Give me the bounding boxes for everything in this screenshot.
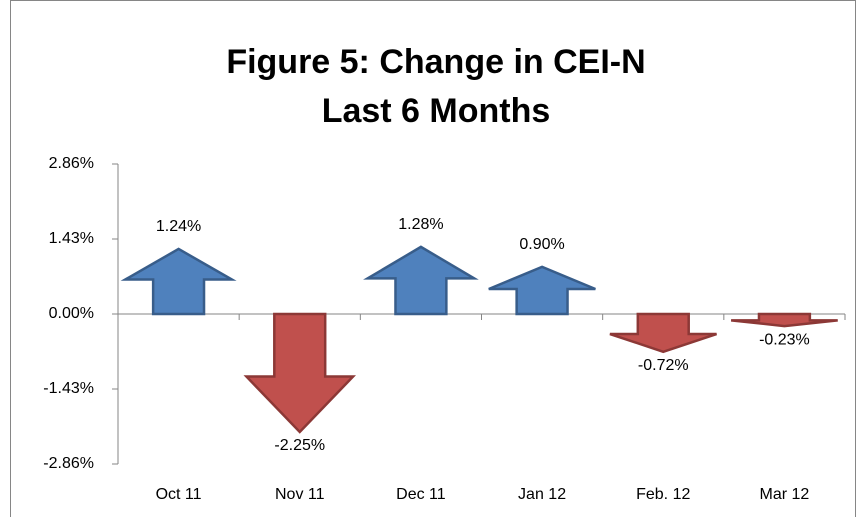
x-tick-label: Dec 11 bbox=[396, 486, 446, 503]
chart-title: Figure 5: Change in CEI-N bbox=[226, 43, 645, 81]
arrow bbox=[488, 265, 596, 316]
y-tick-label: 1.43% bbox=[49, 230, 94, 247]
x-tick-label: Jan 12 bbox=[518, 486, 566, 503]
arrow bbox=[363, 245, 479, 316]
data-label: 0.90% bbox=[519, 236, 564, 253]
data-label: 1.24% bbox=[156, 218, 201, 235]
x-tick-label: Nov 11 bbox=[275, 486, 325, 503]
data-label: -0.23% bbox=[759, 331, 810, 348]
data-label: 1.28% bbox=[398, 216, 443, 233]
data-label: -2.25% bbox=[274, 437, 325, 454]
arrow bbox=[120, 247, 237, 316]
data-label: -0.72% bbox=[638, 357, 689, 374]
y-tick-label: -1.43% bbox=[43, 380, 94, 397]
y-tick-label: -2.86% bbox=[43, 455, 94, 472]
y-tick-label: 0.00% bbox=[49, 305, 94, 322]
arrow bbox=[730, 312, 838, 328]
x-tick-label: Oct 11 bbox=[156, 486, 202, 503]
arrow bbox=[609, 312, 717, 354]
y-tick-label: 2.86% bbox=[49, 155, 94, 172]
x-tick-label: Feb. 12 bbox=[636, 486, 690, 503]
chart-subtitle: Last 6 Months bbox=[322, 92, 551, 130]
x-tick-label: Mar 12 bbox=[760, 486, 810, 503]
arrow bbox=[243, 312, 356, 434]
